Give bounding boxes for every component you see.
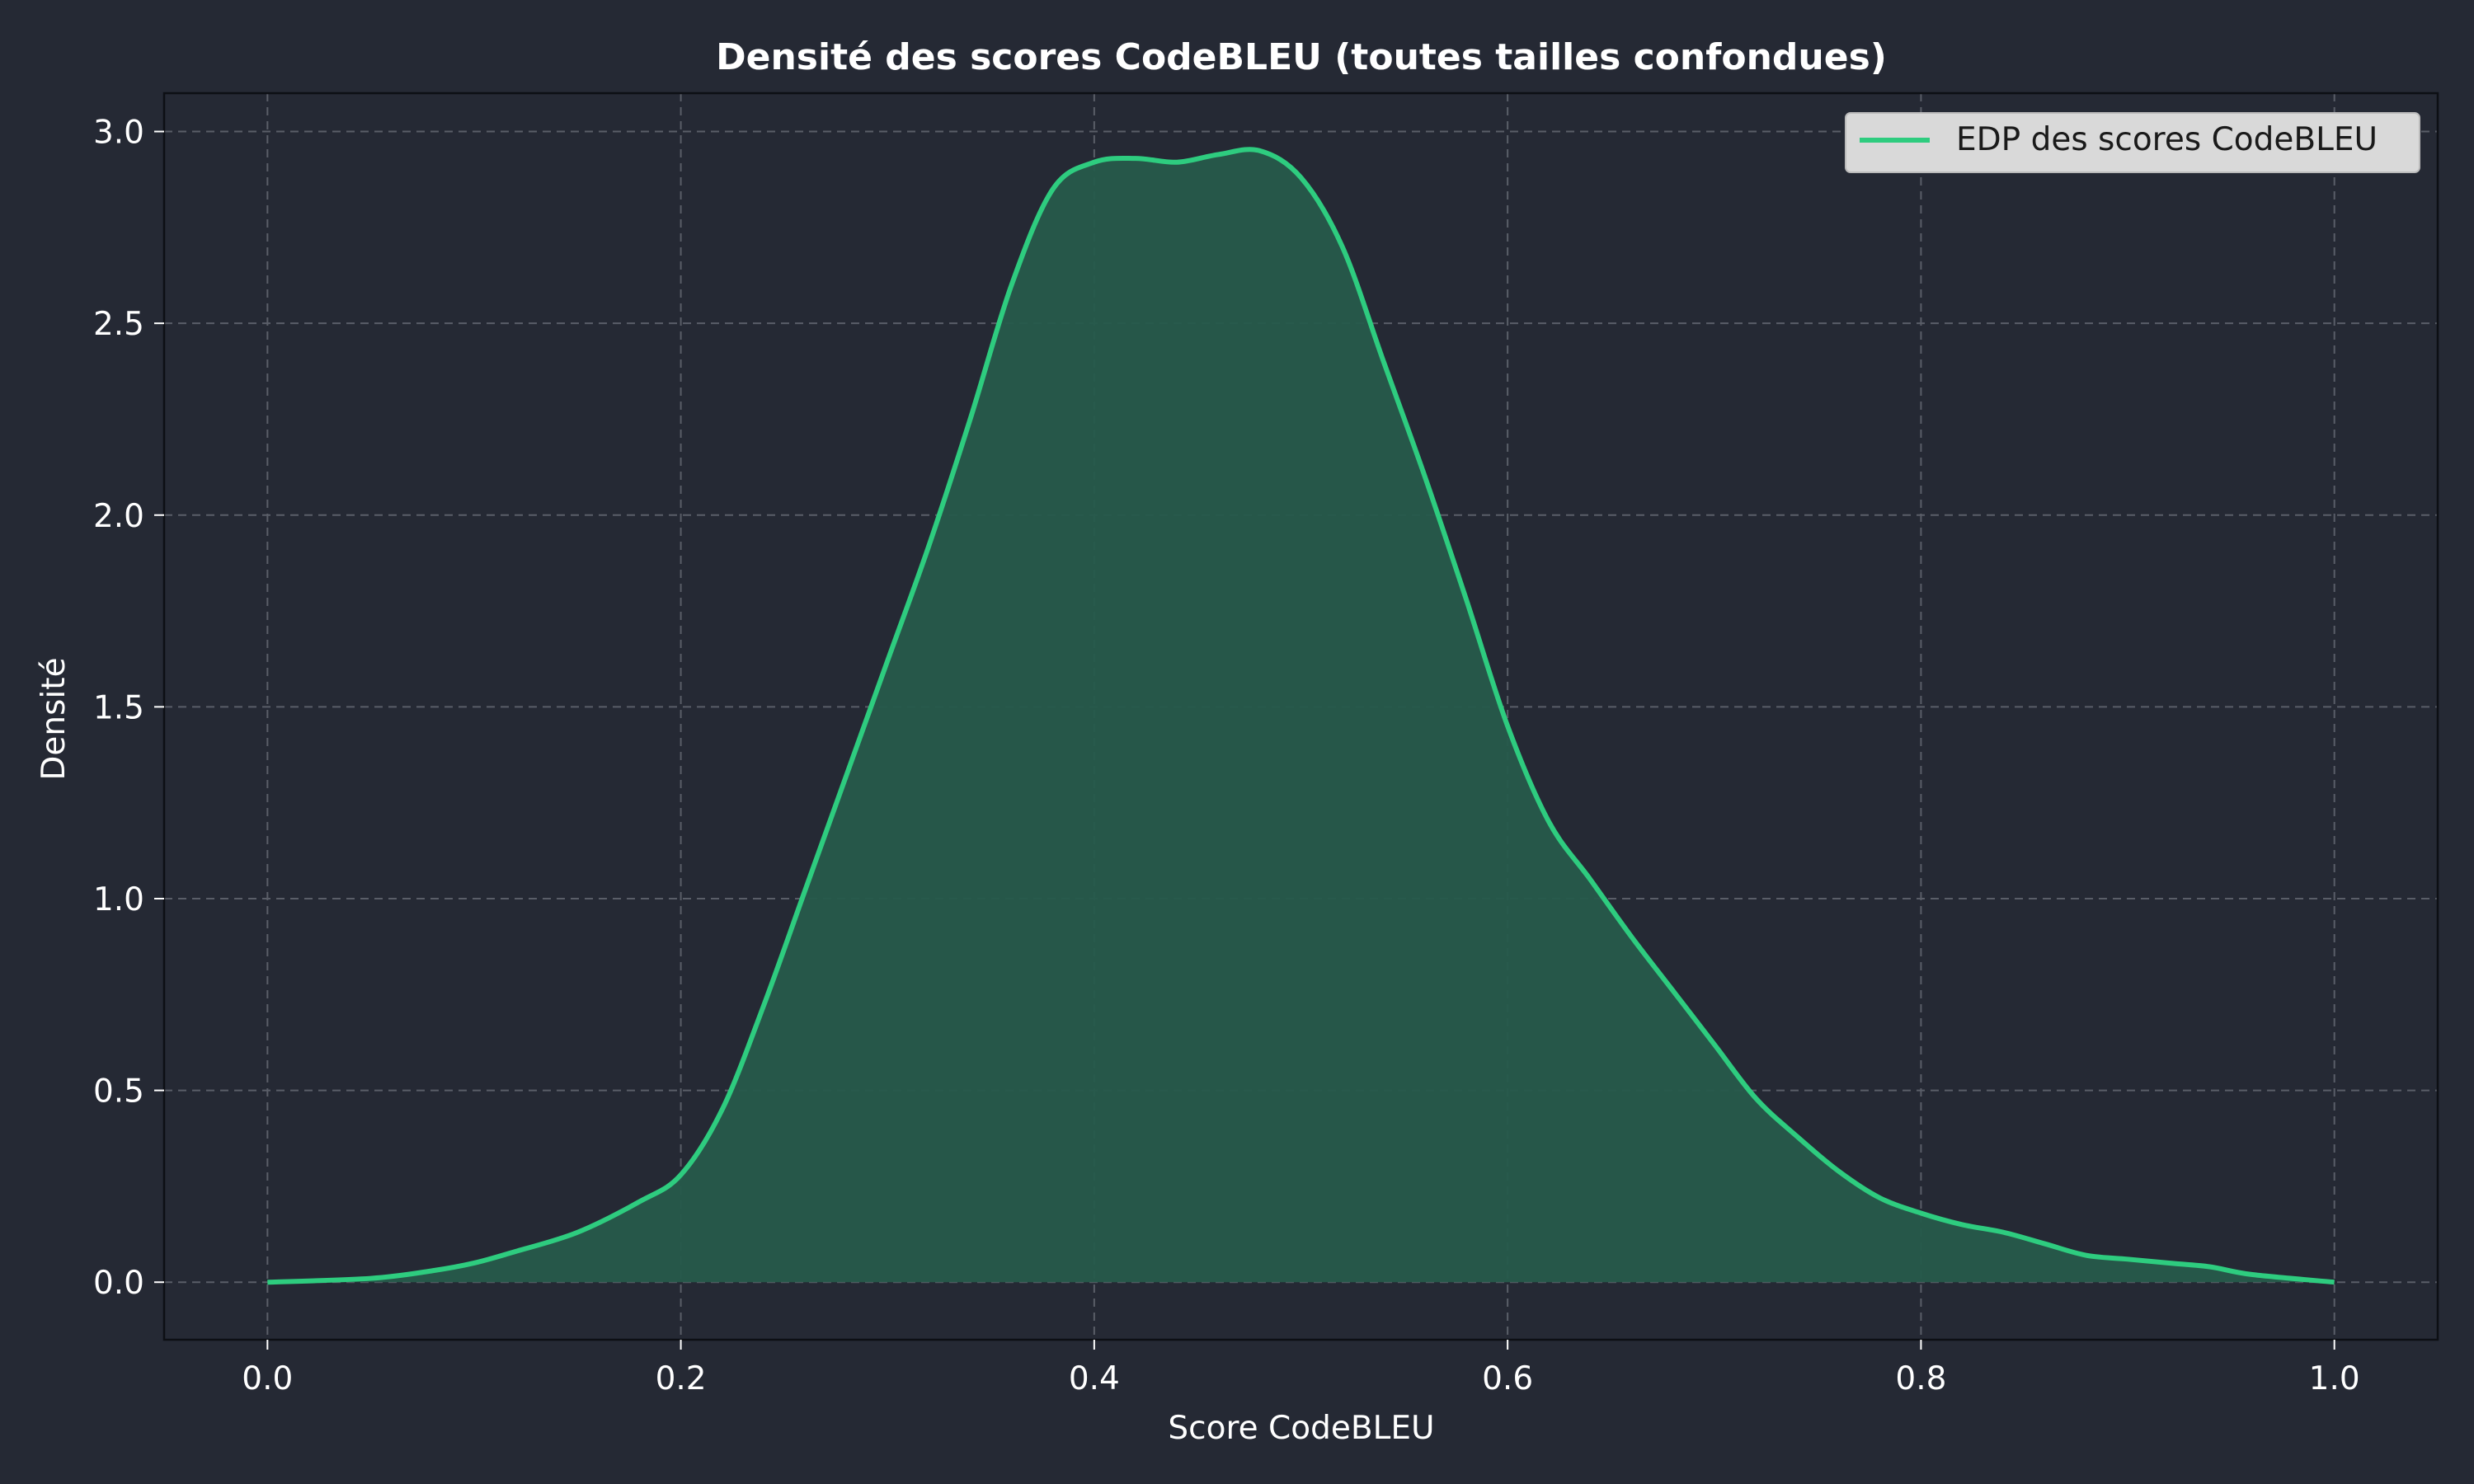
y-tick-label-1: 0.5 xyxy=(93,1073,144,1111)
x-tick-label-4: 0.8 xyxy=(1895,1360,1946,1397)
x-tick-label-3: 0.6 xyxy=(1482,1360,1533,1397)
y-tick-label-4: 2.0 xyxy=(93,498,144,535)
legend-box xyxy=(1845,112,2420,173)
plot-frame xyxy=(162,92,2439,1341)
x-tick-label-0: 0.0 xyxy=(242,1360,293,1397)
legend: EDP des scores CodeBLEU xyxy=(1845,112,2420,173)
x-axis-label: Score CodeBLEU xyxy=(1168,1410,1434,1447)
y-tick-label-3: 1.5 xyxy=(93,689,144,726)
chart-title: Densité des scores CodeBLEU (toutes tail… xyxy=(716,36,1887,78)
y-axis-label: Densité xyxy=(35,657,73,780)
density-area xyxy=(267,149,2335,1283)
x-axis: 0.0 0.2 0.4 0.6 0.8 1.0 xyxy=(242,1340,2360,1397)
y-tick-label-0: 0.0 xyxy=(93,1265,144,1302)
x-tick-label-1: 0.2 xyxy=(656,1360,707,1397)
y-axis: 0.0 0.5 1.0 1.5 2.0 2.5 3.0 xyxy=(93,115,164,1302)
x-tick-label-5: 1.0 xyxy=(2309,1360,2360,1397)
y-tick-label-2: 1.0 xyxy=(93,881,144,918)
x-tick-label-2: 0.4 xyxy=(1069,1360,1120,1397)
y-tick-label-5: 2.5 xyxy=(93,306,144,343)
density-area-fill xyxy=(267,149,2335,1283)
density-curve xyxy=(267,147,2335,1285)
y-tick-label-6: 3.0 xyxy=(93,115,144,152)
density-line xyxy=(267,147,2335,1285)
legend-entry-label: EDP des scores CodeBLEU xyxy=(1956,121,2378,158)
